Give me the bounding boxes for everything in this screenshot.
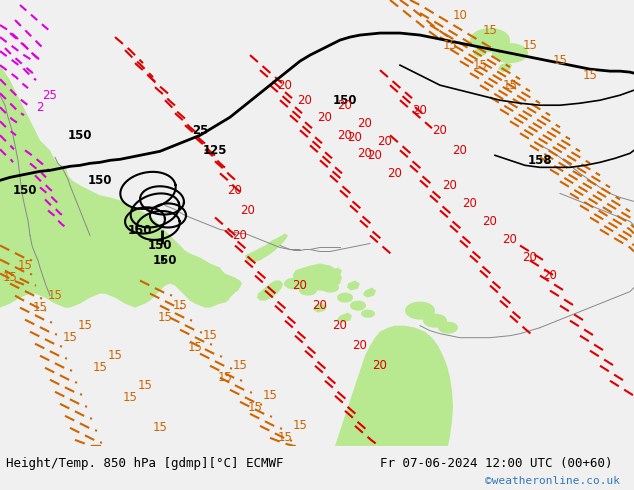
Polygon shape — [295, 264, 342, 291]
Text: 20: 20 — [387, 167, 403, 180]
Text: 15: 15 — [503, 79, 517, 92]
Ellipse shape — [337, 293, 353, 303]
Text: 15: 15 — [553, 53, 567, 67]
Text: 15: 15 — [77, 319, 93, 332]
Text: 25: 25 — [192, 124, 208, 137]
Polygon shape — [0, 0, 242, 308]
Ellipse shape — [308, 274, 328, 287]
Text: 15: 15 — [3, 271, 18, 284]
Text: 10: 10 — [453, 8, 467, 22]
Text: 20: 20 — [378, 135, 392, 148]
Text: 15: 15 — [158, 311, 172, 324]
Text: 20: 20 — [292, 279, 307, 292]
Text: 150: 150 — [68, 129, 93, 142]
Polygon shape — [257, 281, 283, 300]
Text: 15: 15 — [32, 301, 48, 314]
Text: 20: 20 — [313, 299, 327, 312]
Text: 20: 20 — [228, 184, 242, 197]
Polygon shape — [498, 62, 512, 72]
Text: 15: 15 — [472, 59, 488, 72]
Text: 20: 20 — [337, 129, 353, 142]
Text: 20: 20 — [373, 359, 387, 372]
Text: Height/Temp. 850 hPa [gdmp][°C] ECMWF: Height/Temp. 850 hPa [gdmp][°C] ECMWF — [6, 457, 284, 470]
Text: 150: 150 — [148, 239, 172, 252]
Ellipse shape — [423, 314, 447, 328]
Text: 15: 15 — [217, 371, 233, 384]
Text: 15: 15 — [292, 419, 307, 432]
Polygon shape — [347, 281, 360, 291]
Text: 158: 158 — [527, 154, 552, 167]
Text: 20: 20 — [233, 229, 247, 242]
Text: 20: 20 — [453, 144, 467, 157]
Text: 15: 15 — [188, 341, 202, 354]
Ellipse shape — [361, 310, 375, 318]
Text: 15: 15 — [153, 421, 167, 434]
Polygon shape — [473, 47, 487, 57]
Polygon shape — [335, 326, 453, 446]
Text: 20: 20 — [358, 117, 372, 130]
Text: 20: 20 — [353, 339, 368, 352]
Text: 15: 15 — [233, 359, 247, 372]
Text: 15: 15 — [93, 361, 107, 374]
Text: 20: 20 — [443, 179, 458, 192]
Text: 150: 150 — [13, 184, 37, 197]
Text: 20: 20 — [432, 124, 448, 137]
Ellipse shape — [438, 321, 458, 334]
Text: 20: 20 — [368, 149, 382, 162]
Text: 20: 20 — [482, 215, 498, 228]
Ellipse shape — [293, 269, 317, 283]
Text: 15: 15 — [583, 69, 597, 82]
Text: 20: 20 — [240, 204, 256, 217]
Ellipse shape — [405, 302, 435, 319]
Text: 20: 20 — [358, 147, 372, 160]
Text: 150: 150 — [87, 174, 112, 187]
Text: 25: 25 — [42, 89, 58, 102]
Text: 20: 20 — [347, 131, 363, 144]
Polygon shape — [363, 288, 376, 297]
Ellipse shape — [470, 28, 510, 52]
Text: 20: 20 — [463, 197, 477, 210]
Ellipse shape — [492, 43, 528, 63]
Text: 15: 15 — [18, 259, 32, 272]
Text: Fr 07-06-2024 12:00 UTC (00+60): Fr 07-06-2024 12:00 UTC (00+60) — [380, 457, 613, 470]
Text: 20: 20 — [318, 111, 332, 124]
Text: 15: 15 — [63, 331, 77, 344]
Text: 15: 15 — [138, 379, 152, 392]
Text: 20: 20 — [543, 269, 557, 282]
Ellipse shape — [321, 283, 339, 293]
Text: 150: 150 — [127, 224, 152, 237]
Text: 15: 15 — [522, 39, 538, 51]
Ellipse shape — [284, 277, 306, 290]
Text: 20: 20 — [522, 251, 538, 264]
Polygon shape — [313, 303, 327, 313]
Text: 15: 15 — [247, 401, 262, 415]
Text: 15: 15 — [122, 392, 138, 404]
Text: 15: 15 — [443, 39, 458, 51]
Text: 150: 150 — [153, 254, 178, 267]
Text: 15: 15 — [172, 299, 188, 312]
Text: 150: 150 — [333, 94, 357, 107]
Text: 2: 2 — [36, 101, 44, 114]
Text: 15: 15 — [482, 24, 498, 37]
Text: 15: 15 — [278, 431, 292, 444]
Polygon shape — [329, 268, 342, 277]
Text: 20: 20 — [413, 104, 427, 117]
Text: 20: 20 — [503, 233, 517, 246]
Text: 15: 15 — [202, 329, 217, 342]
Text: 20: 20 — [278, 79, 292, 92]
Ellipse shape — [350, 300, 366, 311]
Text: ©weatheronline.co.uk: ©weatheronline.co.uk — [485, 476, 620, 487]
Text: 15: 15 — [48, 289, 62, 302]
Text: 20: 20 — [333, 319, 347, 332]
Text: 20: 20 — [297, 94, 313, 107]
Text: 15: 15 — [108, 349, 122, 362]
Text: 15: 15 — [262, 389, 278, 402]
Text: 20: 20 — [337, 98, 353, 112]
Polygon shape — [337, 313, 352, 322]
Ellipse shape — [299, 286, 317, 295]
Polygon shape — [245, 233, 288, 263]
Text: 125: 125 — [203, 144, 227, 157]
